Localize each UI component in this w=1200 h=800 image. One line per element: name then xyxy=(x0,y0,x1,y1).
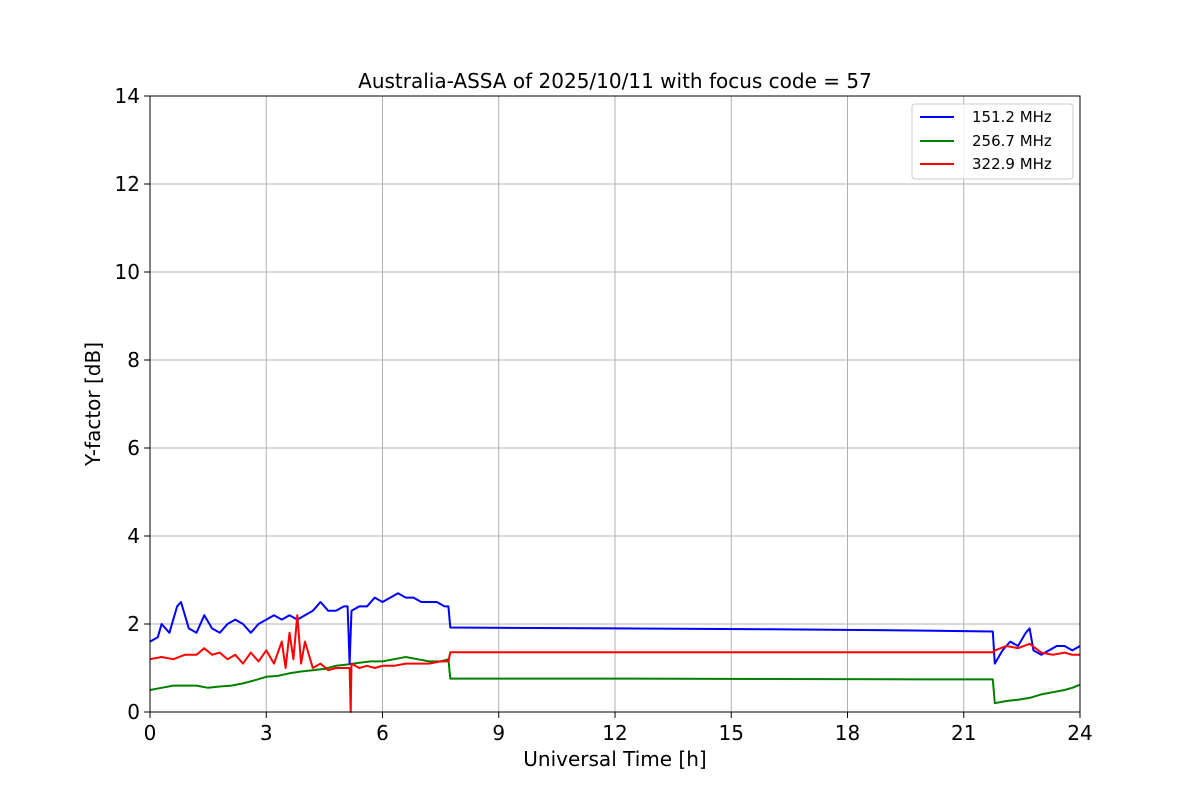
y-tick-label: 8 xyxy=(127,348,140,372)
y-tick-label: 12 xyxy=(115,172,140,196)
x-tick-label: 6 xyxy=(376,721,389,745)
x-tick-label: 9 xyxy=(492,721,505,745)
y-tick-label: 6 xyxy=(127,436,140,460)
series-line-151 xyxy=(149,592,1081,665)
legend-box xyxy=(911,103,1074,180)
series-line-256 xyxy=(149,656,1081,705)
legend: 151.2 MHz 256.7 MHz 322.9 MHz xyxy=(911,103,1074,180)
x-tick-label: 3 xyxy=(260,721,273,745)
y-tick-label: 2 xyxy=(127,612,140,636)
x-tick-label: 12 xyxy=(602,721,627,745)
y-tick-label: 14 xyxy=(115,84,140,108)
y-tick-label: 4 xyxy=(127,524,140,548)
legend-label-322: 322.9 MHz xyxy=(972,155,1052,173)
x-tick-label: 0 xyxy=(144,721,157,745)
x-tick-label: 21 xyxy=(951,721,976,745)
series-layer xyxy=(149,592,1081,713)
legend-label-151: 151.2 MHz xyxy=(972,108,1052,126)
y-tick-label: 0 xyxy=(127,700,140,724)
x-tick-label: 15 xyxy=(719,721,744,745)
y-axis-label: Y-factor [dB] xyxy=(81,342,105,467)
chart-title: Australia-ASSA of 2025/10/11 with focus … xyxy=(358,69,872,93)
series-line-322 xyxy=(149,614,1080,713)
x-axis-label: Universal Time [h] xyxy=(523,747,706,771)
x-tick-label: 24 xyxy=(1067,721,1092,745)
y-tick-label: 10 xyxy=(115,260,140,284)
x-tick-label: 18 xyxy=(835,721,860,745)
legend-label-256: 256.7 MHz xyxy=(972,132,1052,150)
